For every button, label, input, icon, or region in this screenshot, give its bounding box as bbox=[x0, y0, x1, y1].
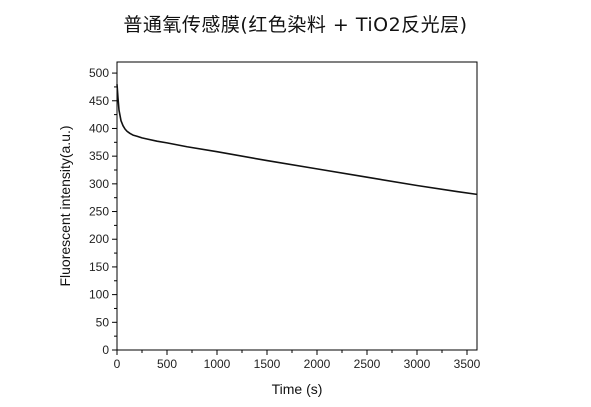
y-tick-label: 100 bbox=[89, 288, 109, 302]
y-tick-label: 200 bbox=[89, 232, 109, 246]
plot-frame bbox=[116, 61, 478, 351]
x-tick-label: 3000 bbox=[404, 357, 431, 371]
x-tick-label: 500 bbox=[157, 357, 177, 371]
y-tick-label: 150 bbox=[89, 260, 109, 274]
x-tick-label: 0 bbox=[114, 357, 121, 371]
y-tick-label: 500 bbox=[89, 66, 109, 80]
axis-ticks bbox=[112, 72, 468, 355]
x-tick-label: 2000 bbox=[304, 357, 331, 371]
series-line bbox=[116, 84, 478, 196]
chart-title: 普通氧传感膜(红色染料 + TiO2反光层) bbox=[123, 14, 468, 36]
y-axis-label: Fluorescent intensity(a.u.) bbox=[57, 125, 73, 286]
x-tick-label: 1000 bbox=[204, 357, 231, 371]
x-axis-label: Time (s) bbox=[272, 381, 323, 397]
x-tick-label: 2500 bbox=[354, 357, 381, 371]
y-tick-label: 450 bbox=[89, 94, 109, 108]
tick-labels: 0 500 1000 1500 2000 2500 3000 3500 0 50 100 150 200… bbox=[89, 66, 481, 371]
y-tick-label: 0 bbox=[102, 343, 109, 357]
y-tick-label: 350 bbox=[89, 149, 109, 163]
y-tick-label: 50 bbox=[96, 315, 110, 329]
x-tick-label: 3500 bbox=[454, 357, 481, 371]
x-tick-label: 1500 bbox=[254, 357, 281, 371]
y-tick-label: 300 bbox=[89, 177, 109, 191]
y-tick-label: 400 bbox=[89, 121, 109, 135]
y-tick-label: 250 bbox=[89, 205, 109, 219]
